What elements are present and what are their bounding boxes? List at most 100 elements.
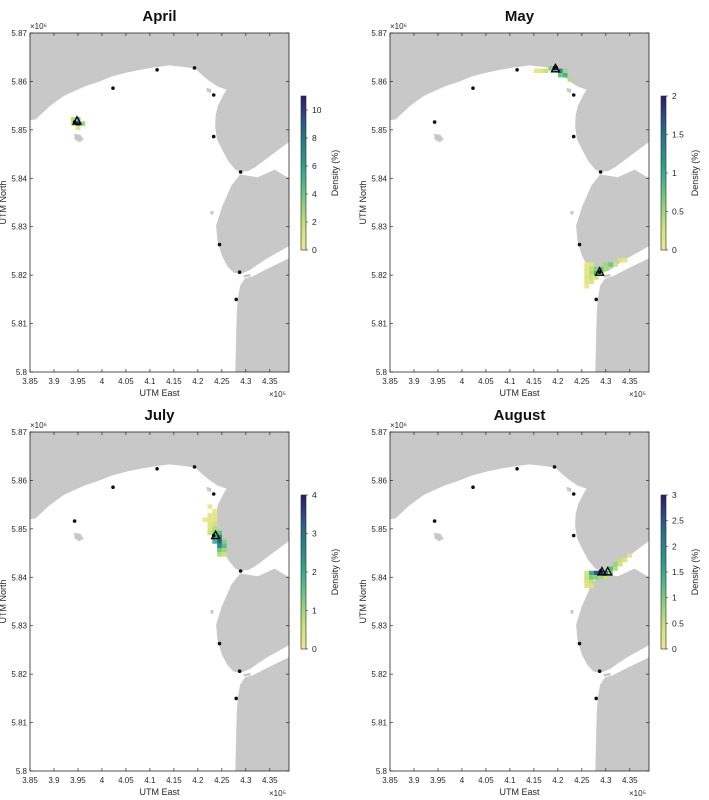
x-tick-label: 4.15: [166, 776, 182, 785]
land-group: [30, 33, 289, 372]
x-tick-label: 4.2: [192, 776, 204, 785]
station-point: [577, 641, 582, 646]
station-point: [234, 696, 238, 701]
y-exponent-label: ×10⁶: [30, 421, 47, 430]
density-cell: [627, 553, 633, 558]
density-cell: [533, 68, 539, 73]
colorbar-tick-label: 2: [312, 217, 317, 227]
x-tick-label: 4.15: [526, 776, 542, 785]
map-panel-april: 3.85 3.9 3.95 4 4.05 4.1 4.15 4.2 4.25 4.3 4.35 5.8…: [0, 8, 340, 399]
density-cell: [613, 566, 618, 571]
colorbar-tick-label: 1: [312, 606, 317, 616]
colorbar: [660, 494, 667, 650]
land-south: [576, 169, 649, 372]
colorbar-tick-label: 3: [672, 490, 677, 500]
x-tick-label: 3.9: [48, 377, 60, 386]
density-cell: [584, 284, 590, 289]
density-cell: [212, 534, 218, 540]
colorbar-tick-label: 1: [672, 168, 677, 178]
station-point: [471, 86, 475, 90]
density-cell: [212, 517, 218, 522]
x-tick-label: 4.05: [118, 377, 134, 386]
colorbar-label: Density (%): [330, 150, 340, 197]
density-cell: [589, 271, 594, 276]
land-island: [210, 210, 214, 215]
density-cells: [533, 66, 628, 289]
land-island: [603, 273, 611, 278]
x-exponent-label: ×10⁵: [269, 390, 286, 399]
colorbar: [300, 95, 307, 251]
density-cell: [212, 539, 218, 544]
density-cell: [593, 575, 599, 580]
station-point: [155, 467, 159, 471]
station-point: [571, 492, 576, 496]
colorbar-tick-label: 1.5: [672, 567, 684, 577]
y-tick-label: 5.83: [371, 622, 387, 631]
density-cell: [589, 570, 594, 576]
map-panel-july: 3.85 3.9 3.95 4 4.05 4.1 4.15 4.2 4.25 4.3 4.35 5.8…: [0, 407, 340, 798]
x-tick-label: 3.85: [22, 377, 38, 386]
land-south: [216, 568, 289, 771]
colorbar-tick-label: 0.5: [672, 207, 684, 217]
x-tick-label: 4.1: [504, 776, 516, 785]
station-point: [237, 669, 242, 673]
density-cell: [584, 575, 590, 580]
x-tick-label: 3.9: [48, 776, 60, 785]
axes-frame: [29, 32, 290, 373]
y-tick-label: 5.84: [371, 573, 387, 582]
density-cell: [212, 526, 218, 531]
colorbar-tick-label: 2.5: [672, 516, 684, 526]
y-tick-label: 5.87: [11, 29, 27, 38]
station-point: [471, 485, 475, 490]
x-tick-label: 3.95: [430, 776, 446, 785]
x-axis-label: UTM East: [139, 787, 180, 797]
density-cell: [622, 557, 628, 563]
density-cell: [217, 543, 222, 548]
y-tick-label: 5.85: [371, 126, 387, 135]
x-tick-label: 4: [100, 377, 105, 386]
y-tick-label: 5.8: [376, 368, 388, 377]
density-cell: [617, 557, 623, 563]
station-point: [238, 569, 243, 573]
x-tick-label: 4.2: [192, 377, 204, 386]
map-panel-august: 3.85 3.9 3.95 4 4.05 4.1 4.15 4.2 4.25 4.3 4.35 5.8…: [358, 407, 700, 798]
station-point: [192, 465, 197, 469]
density-cell: [613, 562, 618, 567]
x-tick-label: 4: [100, 776, 105, 785]
colorbar-tick-label: 0: [672, 245, 677, 255]
x-tick-label: 4.1: [144, 377, 156, 386]
density-cell: [207, 504, 213, 509]
density-cell: [202, 517, 208, 522]
density-cell: [589, 583, 594, 589]
density-cell: [603, 570, 609, 576]
y-tick-label: 5.81: [11, 719, 27, 728]
colorbar-label: Density (%): [690, 549, 700, 596]
x-tick-label: 4.3: [600, 776, 612, 785]
density-cell: [593, 266, 599, 272]
colorbar-tick-label: 1.5: [672, 130, 684, 140]
axes-frame: [389, 431, 650, 772]
x-tick-label: 4.1: [504, 377, 516, 386]
land-south: [576, 568, 649, 771]
axes-frame: [389, 32, 650, 373]
density-cell: [593, 275, 599, 280]
x-tick-label: 3.85: [382, 776, 398, 785]
panel-title: August: [494, 407, 546, 424]
y-tick-label: 5.8: [16, 368, 28, 377]
station-point: [211, 492, 216, 496]
land-north: [30, 33, 289, 172]
land-north: [30, 432, 289, 571]
land-island: [434, 532, 444, 542]
density-cell: [613, 262, 618, 267]
station-point: [238, 170, 243, 174]
x-tick-label: 4.25: [574, 776, 590, 785]
x-tick-label: 4.15: [166, 377, 182, 386]
x-tick-label: 3.95: [70, 377, 86, 386]
density-cell: [543, 68, 549, 73]
land-north: [390, 432, 649, 571]
density-cell: [598, 575, 604, 580]
density-cell: [584, 262, 590, 267]
station-point: [571, 93, 576, 97]
y-tick-label: 5.81: [371, 719, 387, 728]
land-island: [210, 609, 214, 614]
